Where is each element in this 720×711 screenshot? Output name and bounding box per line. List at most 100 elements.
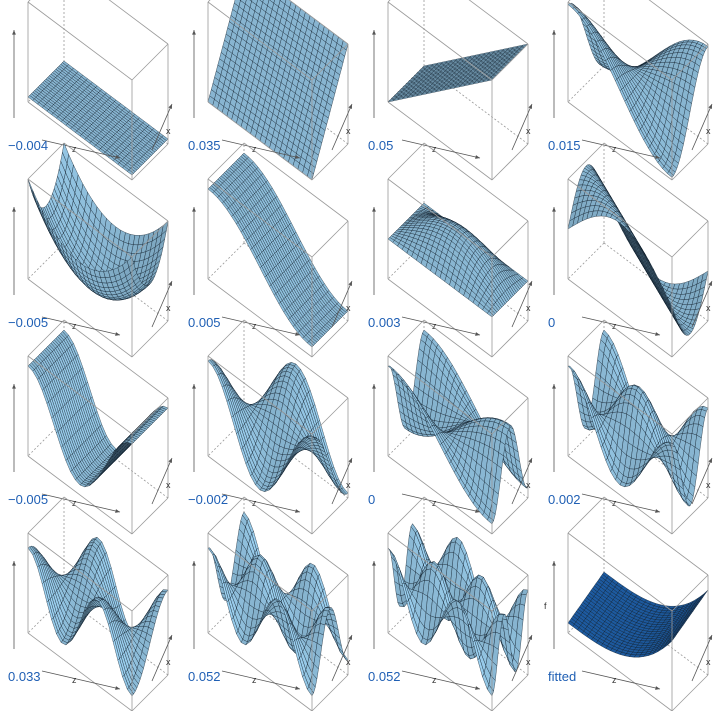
surface-plot: zx — [552, 0, 713, 181]
box-edge — [27, 278, 133, 358]
box-edge — [671, 143, 709, 181]
z-axis-arrow-head — [655, 332, 660, 336]
box-edge — [648, 0, 709, 45]
box-edge — [491, 220, 529, 258]
x-axis-label: x — [166, 480, 171, 490]
box-edge-hidden — [567, 65, 605, 103]
surface-facet — [32, 190, 40, 208]
box-edge — [27, 142, 65, 180]
box-edge — [131, 143, 169, 181]
surface-plot: zx — [12, 319, 173, 535]
surface-panel: z x −0.004 — [0, 0, 180, 181]
surface-plot: zx — [372, 142, 533, 358]
f-axis-arrow-head — [552, 30, 556, 35]
z-axis-arrow — [581, 139, 661, 159]
box-edge — [63, 319, 169, 399]
x-axis-arrow-head — [168, 458, 172, 463]
z-axis-arrow-head — [115, 155, 120, 159]
box-edge — [671, 320, 709, 358]
box-edge — [387, 142, 425, 180]
box-edge — [311, 320, 349, 358]
box-edge — [131, 397, 169, 435]
surface-plot: zx — [192, 142, 353, 358]
z-axis-arrow — [41, 139, 121, 159]
x-axis-arrow — [331, 103, 353, 151]
x-axis-arrow-head — [528, 281, 532, 286]
box-edge — [27, 1, 133, 81]
box-edge — [207, 1, 313, 81]
box-edge — [63, 142, 169, 222]
z-axis-arrow — [221, 316, 301, 336]
coefficient-label: −0.005 — [8, 315, 49, 330]
box-edge — [567, 278, 673, 358]
box-edge — [567, 142, 605, 180]
f-axis-arrow-head — [12, 207, 16, 212]
box-edge-hidden — [27, 242, 65, 280]
z-axis-arrow — [221, 139, 301, 159]
box-edge-hidden — [567, 242, 605, 280]
box-edge — [567, 0, 571, 3]
x-axis-arrow-head — [708, 104, 712, 109]
x-axis-arrow-head — [708, 281, 712, 286]
box-edge — [567, 101, 673, 181]
x-axis-arrow — [511, 280, 533, 328]
f-axis-arrow-head — [192, 30, 196, 35]
surface-plot: zx — [552, 142, 713, 358]
box-edge-hidden — [207, 242, 245, 280]
z-axis-arrow — [581, 316, 661, 336]
box-edge — [387, 278, 493, 358]
box-edge — [207, 142, 245, 180]
x-axis-label: x — [526, 303, 531, 313]
surface-plot: zx — [372, 0, 533, 181]
x-axis-label: x — [346, 126, 351, 136]
box-edge — [207, 101, 313, 181]
box-edge — [311, 143, 349, 181]
coefficient-label: −0.005 — [8, 492, 49, 507]
f-axis-arrow-head — [192, 207, 196, 212]
z-axis-arrow-head — [475, 332, 480, 336]
x-axis-arrow-head — [348, 104, 352, 109]
box-edge — [491, 43, 529, 81]
z-axis-arrow — [401, 316, 481, 336]
x-axis-label: x — [706, 126, 711, 136]
x-axis-label: x — [706, 303, 711, 313]
box-edge — [567, 1, 673, 81]
surface-panel: z x −0.005 — [0, 319, 180, 535]
surface-panel: z x 0.035 — [180, 0, 360, 181]
box-edge — [108, 0, 169, 45]
box-edge — [387, 101, 493, 181]
box-edge — [387, 178, 493, 258]
x-axis-label: x — [346, 303, 351, 313]
box-edge — [603, 142, 709, 222]
z-axis-label: z — [612, 321, 617, 331]
f-axis-arrow-head — [12, 384, 16, 389]
x-axis-label: x — [526, 126, 531, 136]
box-edge — [491, 320, 529, 358]
x-axis-arrow-head — [168, 104, 172, 109]
coefficient-label: 0.05 — [368, 138, 394, 153]
x-axis-arrow-head — [168, 281, 172, 286]
z-axis-label: z — [612, 144, 617, 154]
f-axis-arrow-head — [372, 30, 376, 35]
box-edge — [207, 278, 313, 358]
box-edge — [671, 43, 709, 81]
coefficient-label: 0.005 — [188, 315, 221, 330]
surface-panel: z x 0.005 — [180, 142, 360, 358]
f-axis-arrow-head — [12, 30, 16, 35]
x-axis-arrow — [151, 280, 173, 328]
box-edge — [423, 142, 529, 222]
box-edge — [27, 319, 65, 357]
coefficient-label: 0 — [548, 315, 556, 330]
box-edge — [131, 220, 169, 258]
surface-panel: z x −0.002 — [180, 319, 360, 535]
z-axis-arrow-head — [295, 155, 300, 159]
z-axis-arrow-head — [295, 332, 300, 336]
f-axis-arrow-head — [372, 207, 376, 212]
x-axis-arrow-head — [348, 281, 352, 286]
box-edge — [288, 0, 349, 45]
x-axis-arrow — [691, 103, 713, 151]
z-axis-label: z — [252, 144, 257, 154]
z-axis-arrow-head — [115, 332, 120, 336]
box-edge — [131, 497, 169, 535]
